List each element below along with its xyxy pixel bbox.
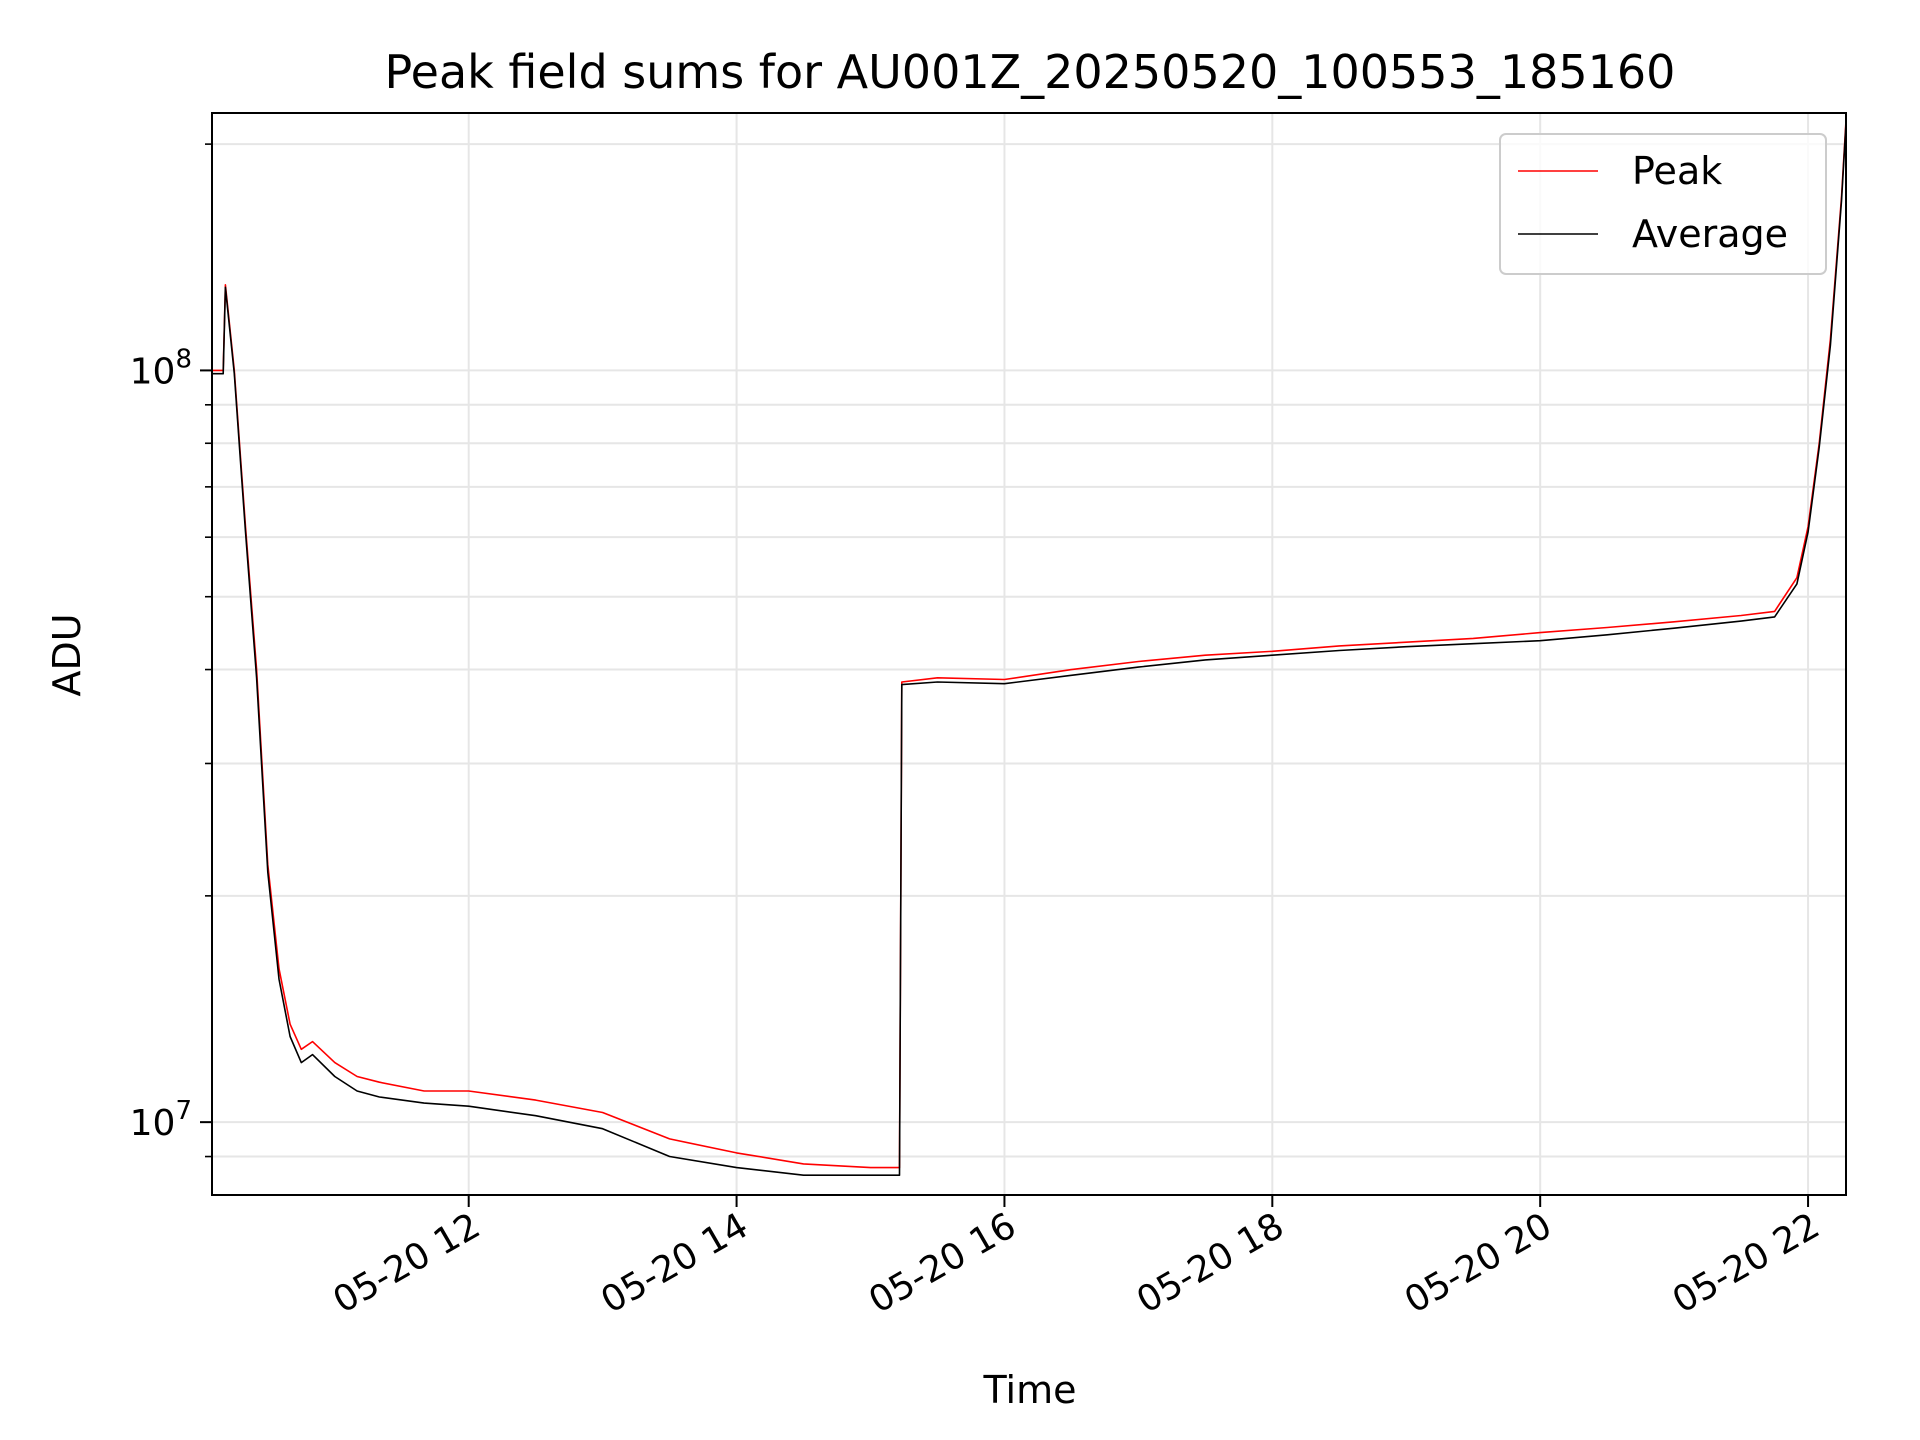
chart-title: Peak field sums for AU001Z_20250520_1005… (385, 45, 1676, 99)
x-tick-label: 05-20 20 (1398, 1205, 1559, 1321)
y-tick-label: 108 (130, 344, 192, 392)
y-tick-label: 107 (130, 1096, 192, 1144)
x-tick-label: 05-20 18 (1130, 1205, 1291, 1321)
legend: Peak Average (1499, 133, 1827, 275)
x-axis-label: Time (983, 1368, 1077, 1412)
series-lines (212, 120, 1847, 1176)
x-tick-label: 05-20 14 (594, 1205, 755, 1321)
legend-label-average: Average (1632, 212, 1788, 256)
x-tick-label: 05-20 12 (327, 1205, 488, 1321)
y-axis-label: ADU (45, 613, 89, 696)
series-line-peak (212, 120, 1847, 1169)
series-line-average (212, 123, 1847, 1176)
ticks: 107 108 05-20 12 05-20 14 05-20 16 05-20 18 05… (130, 143, 1827, 1322)
x-tick-label: 05-20 16 (862, 1205, 1023, 1321)
legend-box (1499, 133, 1827, 275)
x-tick-label: 05-20 22 (1666, 1205, 1827, 1321)
legend-label-peak: Peak (1632, 149, 1722, 193)
plot-frame (211, 112, 1847, 1196)
grid (212, 113, 1846, 1195)
